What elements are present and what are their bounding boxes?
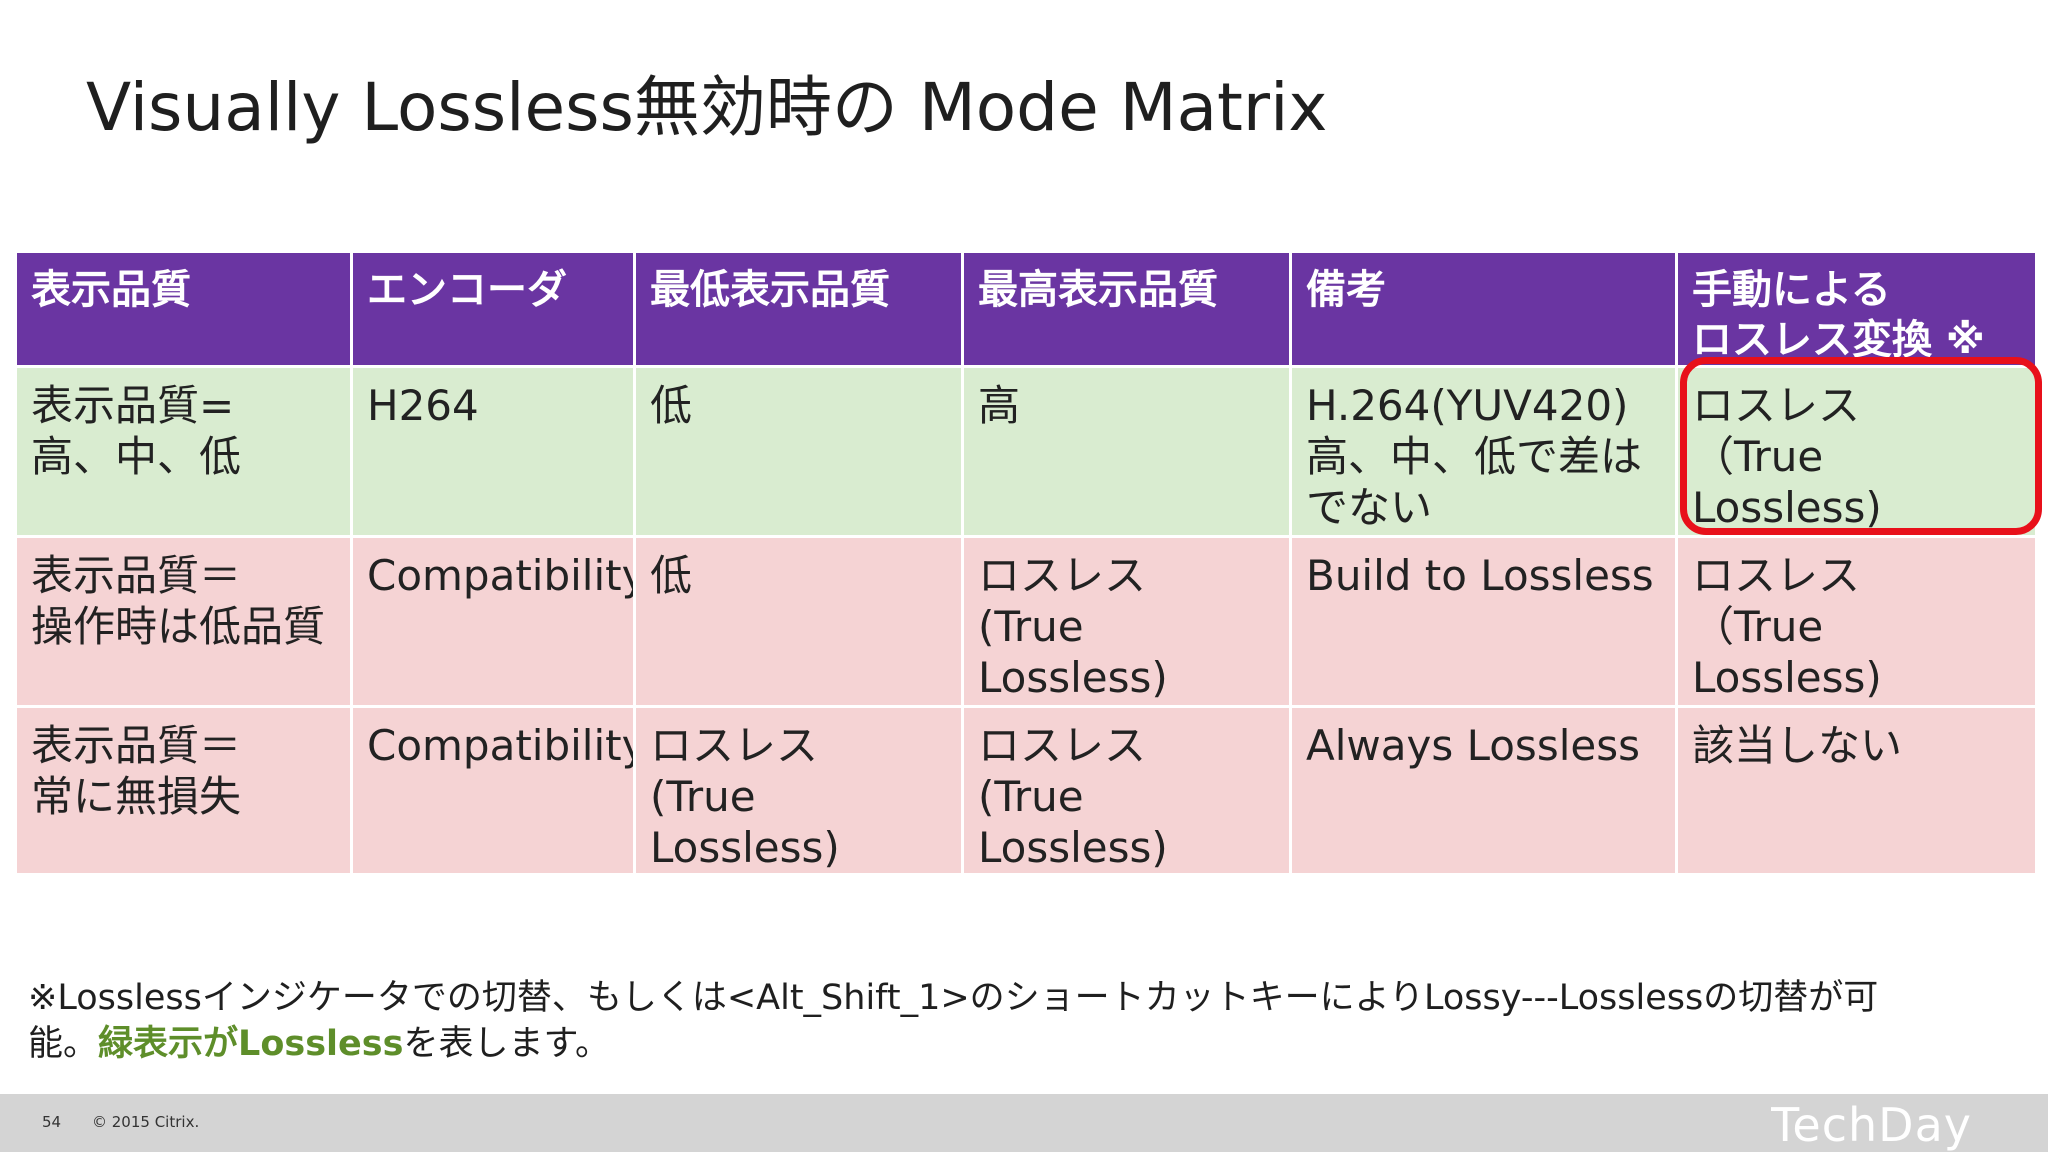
header-display-quality: 表示品質 (14, 250, 353, 368)
table-row: 表示品質= 高、中、低 H264 低 高 H.264(YUV420) 高、中、低… (14, 365, 2038, 538)
mode-matrix-table: 表示品質 エンコーダ 最低表示品質 最高表示品質 備考 手動による ロスレス変換… (14, 250, 2038, 876)
table-cell: 高 (961, 365, 1292, 538)
table-cell: 該当しない (1675, 705, 2038, 876)
footnote-text: ※Losslessインジケータでの切替、もしくは<Alt_Shift_1>のショ… (28, 978, 1879, 1064)
table-row: 表示品質＝ 操作時は低品質 Compatibility 低 ロスレス (True… (14, 535, 2038, 708)
footer-bar: 54 © 2015 Citrix. TechDay (0, 1094, 2048, 1152)
table-cell: H264 (350, 365, 636, 538)
highlight-box (1680, 357, 2042, 535)
table-cell: Compatibility (350, 535, 636, 708)
table-cell: ロスレス (True Lossless) (633, 705, 964, 876)
table-cell: 表示品質= 高、中、低 (14, 365, 353, 538)
slide-title: Visually Lossless無効時の Mode Matrix (86, 69, 1328, 146)
table-header-row: 表示品質 エンコーダ 最低表示品質 最高表示品質 備考 手動による ロスレス変換… (14, 250, 2038, 368)
header-encoder: エンコーダ (350, 250, 636, 368)
table-cell: Compatibility (350, 705, 636, 876)
header-max-quality: 最高表示品質 (961, 250, 1292, 368)
footnote: ※Losslessインジケータでの切替、もしくは<Alt_Shift_1>のショ… (28, 975, 2028, 1067)
header-min-quality: 最低表示品質 (633, 250, 964, 368)
page-number: 54 (42, 1113, 62, 1131)
table-cell: ロスレス （True Lossless) (1675, 535, 2038, 708)
footnote-green-text: 緑表示がLossless (98, 1024, 404, 1064)
table-cell: 低 (633, 365, 964, 538)
header-notes: 備考 (1289, 250, 1678, 368)
table-cell: ロスレス (True Lossless) (961, 705, 1292, 876)
table-cell: Build to Lossless (1289, 535, 1678, 708)
table-cell: ロスレス (True Lossless) (961, 535, 1292, 708)
table-cell: H.264(YUV420) 高、中、低で差は でない (1289, 365, 1678, 538)
table-cell: 表示品質＝ 操作時は低品質 (14, 535, 353, 708)
header-manual-lossless: 手動による ロスレス変換 ※ (1675, 250, 2038, 368)
table-cell: Always Lossless (1289, 705, 1678, 876)
footnote-text-end: を表します。 (403, 1024, 610, 1064)
table-cell: 低 (633, 535, 964, 708)
copyright: © 2015 Citrix. (92, 1113, 200, 1131)
table-cell: 表示品質＝ 常に無損失 (14, 705, 353, 876)
techday-logo: TechDay (1771, 1098, 1972, 1152)
table-row: 表示品質＝ 常に無損失 Compatibility ロスレス (True Los… (14, 705, 2038, 876)
table-cell: ロスレス （True Lossless) (1675, 365, 2038, 538)
